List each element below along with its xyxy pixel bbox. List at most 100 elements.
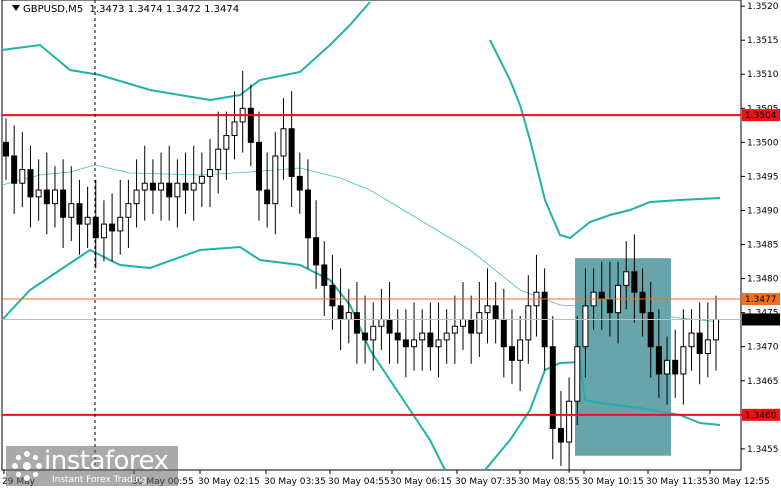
- ohlc-open: 1.3473: [89, 4, 125, 15]
- candle-body: [84, 216, 91, 225]
- candle-body: [166, 182, 173, 198]
- candle-body: [198, 175, 205, 184]
- instaforex-watermark: instaforex Instant Forex Trading: [6, 446, 178, 486]
- ohlc-low: 1.3472: [165, 4, 201, 15]
- x-tick-label: 30 May 02:15: [198, 477, 260, 487]
- candle-body: [517, 339, 524, 361]
- bollinger-upper-band-right: [489, 39, 721, 240]
- level-tag-resistance: [742, 109, 780, 122]
- candle-body: [288, 128, 295, 177]
- candle-body: [419, 332, 426, 341]
- bollinger-lower-band: [1, 245, 446, 471]
- candle-body: [19, 169, 26, 184]
- candle-body: [566, 400, 573, 443]
- candle-body: [443, 332, 450, 341]
- candle-body: [484, 305, 491, 314]
- candle-body: [190, 182, 197, 191]
- price-tag: [742, 313, 780, 326]
- level-tag-label: 1.3504: [745, 111, 777, 121]
- candle-body: [296, 175, 303, 191]
- y-tick-label: 1.3455: [747, 445, 779, 455]
- y-tick-label: 1.3500: [747, 138, 779, 148]
- candle-body: [460, 318, 467, 327]
- candle-body: [647, 312, 654, 348]
- x-tick-label: 30 May 10:15: [582, 477, 644, 487]
- candle-body: [149, 182, 156, 191]
- candle-body: [574, 346, 581, 402]
- candle-body: [68, 203, 75, 218]
- y-tick-label: 1.3520: [747, 2, 779, 12]
- candle-body: [623, 271, 630, 286]
- candle-body: [109, 223, 116, 232]
- candle-body: [582, 305, 589, 348]
- ohlc-high: 1.3474: [127, 4, 163, 15]
- watermark-tagline: Instant Forex Trading: [52, 475, 147, 485]
- candle-body: [304, 189, 311, 239]
- candle-body: [141, 182, 148, 191]
- y-tick-label: 1.3485: [747, 241, 779, 251]
- x-tick-label: 30 May 08:55: [518, 477, 580, 487]
- candle-body: [688, 332, 695, 348]
- candle-body: [272, 155, 279, 205]
- candle-body: [664, 359, 671, 375]
- candle-body: [704, 339, 711, 355]
- candle-body: [451, 325, 458, 334]
- candle-body: [125, 203, 132, 218]
- candle-body: [35, 189, 42, 198]
- candle-body: [353, 312, 360, 334]
- candle-body: [606, 298, 613, 314]
- bollinger-upper-band: [1, 1, 371, 102]
- candle-body: [337, 305, 344, 320]
- price-tag-label: 1.3474: [745, 315, 777, 325]
- candle-body: [680, 346, 687, 375]
- candle-body: [492, 305, 499, 320]
- candle-body: [51, 189, 58, 205]
- level-tag-mid: [742, 293, 780, 306]
- candle-body: [215, 148, 222, 171]
- x-tick-label: 30 May 12:55: [708, 477, 770, 487]
- y-tick-label: 1.3470: [747, 343, 779, 353]
- candle-body: [158, 182, 165, 191]
- y-tick-label: 1.3480: [747, 275, 779, 285]
- candle-body: [508, 346, 515, 361]
- candle-body: [345, 312, 352, 320]
- candle-body: [598, 291, 605, 300]
- candle-body: [174, 182, 181, 198]
- candle-body: [182, 182, 189, 191]
- candle-body: [76, 203, 83, 225]
- candle-body: [386, 318, 393, 334]
- candle-body: [525, 305, 532, 341]
- y-tick-label: 1.3510: [747, 70, 779, 80]
- highlight-zone: [575, 258, 671, 456]
- candle-body: [411, 339, 418, 348]
- level-tag-label: 1.3477: [745, 295, 777, 305]
- candle-body: [378, 318, 385, 327]
- y-tick-label: 1.3515: [747, 36, 779, 46]
- candle-body: [255, 141, 262, 191]
- y-tick-label: 1.3465: [747, 377, 779, 387]
- candle-body: [672, 359, 679, 375]
- candle-body: [11, 155, 18, 184]
- level-tag-label: 1.3460: [745, 411, 777, 421]
- x-tick-label: 30 May 07:35: [455, 477, 517, 487]
- candle-body: [3, 141, 9, 157]
- candle-body: [223, 135, 230, 150]
- candle-body: [231, 121, 238, 137]
- candle-body: [435, 339, 442, 348]
- candle-body: [27, 169, 34, 198]
- candle-body: [117, 216, 124, 232]
- x-tick-label: 30 May 06:15: [390, 477, 452, 487]
- candle-body: [557, 427, 564, 443]
- symbol-header: GBPUSD,M5 1.3473 1.3474 1.3472 1.3474: [12, 4, 239, 15]
- symbol-menu-icon[interactable]: [12, 5, 20, 11]
- candle-body: [696, 332, 703, 355]
- candle-body: [43, 189, 50, 205]
- candle-body: [264, 189, 271, 205]
- candle-body: [427, 332, 434, 348]
- candle-body: [549, 346, 556, 429]
- y-tick-label: 1.3490: [747, 206, 779, 216]
- candle-body: [60, 189, 67, 218]
- y-tick-label: 1.3495: [747, 172, 779, 182]
